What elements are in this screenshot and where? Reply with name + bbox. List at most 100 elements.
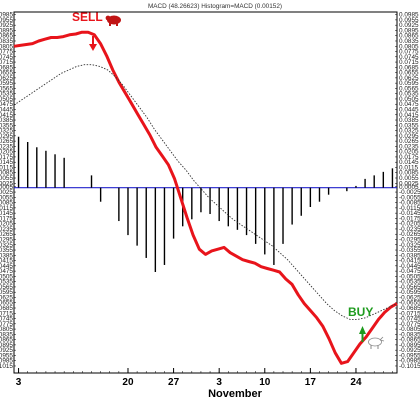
y-tick-label: -0.0205 [399, 221, 420, 228]
y-tick-label: 0.0955 [0, 17, 13, 24]
y-tick-label: 0.0865 [0, 33, 13, 40]
y-tick-label: -0.0985 [399, 358, 420, 365]
y-tick-label: -0.0805 [399, 326, 420, 333]
y-tick-label: 0.0005 [0, 184, 13, 191]
y-tick-label: -0.0025 [399, 189, 420, 196]
y-tick-label: -0.0835 [399, 331, 420, 338]
y-tick-label: -0.0505 [0, 273, 13, 280]
y-tick-label: -0.0985 [0, 358, 13, 365]
y-tick-label: 0.0625 [0, 75, 13, 82]
y-tick-label: -0.0625 [399, 294, 420, 301]
y-tick-label: -0.0295 [0, 236, 13, 243]
y-tick-label: -0.0595 [399, 289, 420, 296]
bull-icon [368, 336, 385, 349]
y-tick-label: -0.0355 [0, 247, 13, 254]
y-tick-label: -0.0745 [399, 316, 420, 323]
y-tick-label: -0.0235 [0, 226, 13, 233]
y-tick-label: -0.0655 [0, 300, 13, 307]
y-tick-label: 0.0835 [0, 38, 13, 45]
y-tick-label: 0.0385 [399, 117, 419, 124]
y-tick-label: -0.0445 [0, 263, 13, 270]
y-tick-label: 0.0475 [0, 101, 13, 108]
y-tick-label: 0.0805 [0, 43, 13, 50]
y-tick-label: -0.0085 [399, 200, 420, 207]
sell-arrow-icon [89, 36, 97, 51]
y-tick-label: -0.0385 [399, 252, 420, 259]
y-axis-right: 0.09850.09550.09250.08950.08650.08350.08… [395, 12, 420, 370]
y-tick-label: 0.0295 [399, 133, 419, 140]
y-tick-label: 0.0265 [0, 138, 13, 145]
y-tick-label: 0.0775 [0, 49, 13, 56]
y-tick-label: 0.0055 [399, 175, 419, 182]
x-tick-label: 10 [259, 377, 271, 388]
y-tick-label: 0.0025 [399, 180, 419, 187]
y-tick-label: -0.0685 [399, 305, 420, 312]
y-tick-label: 0.0415 [399, 112, 419, 119]
plot-area [13, 11, 398, 374]
y-tick-label: -0.0595 [0, 289, 13, 296]
y-tick-label: 0.0475 [399, 101, 419, 108]
y-tick-label: -0.0565 [399, 284, 420, 291]
buy-label: BUY [348, 305, 373, 319]
y-tick-label: 0.0565 [0, 85, 13, 92]
y-tick-label: -0.0325 [399, 242, 420, 249]
y-tick-label: 0.0235 [0, 143, 13, 150]
y-tick-label: 0.0415 [0, 112, 13, 119]
y-tick-label: 0.0355 [399, 122, 419, 129]
y-tick-label: -0.0895 [399, 342, 420, 349]
y-tick-label: -0.0235 [399, 226, 420, 233]
y-tick-label: 0.0085 [399, 170, 419, 177]
y-tick-label: 0.0205 [399, 149, 419, 156]
y-tick-label: 0.0595 [399, 80, 419, 87]
y-tick-label: -0.0145 [399, 210, 420, 217]
y-tick-label: -0.0745 [0, 316, 13, 323]
y-tick-label: 0.0205 [0, 149, 13, 156]
y-tick-label: -0.0805 [0, 326, 13, 333]
y-tick-label: 0.0535 [0, 91, 13, 98]
y-tick-label: 0.0445 [399, 106, 419, 113]
y-tick-label: -0.0175 [0, 215, 13, 222]
x-tick-label: 27 [168, 377, 180, 388]
y-tick-label: -0.0775 [399, 321, 420, 328]
y-tick-label: -0.0925 [399, 347, 420, 354]
y-tick-label: 0.0145 [399, 159, 419, 166]
y-tick-label: -0.0535 [399, 279, 420, 286]
y-tick-label: -0.0145 [0, 210, 13, 217]
y-tick-label: 0.0985 [399, 12, 419, 19]
y-tick-label: -0.0715 [399, 310, 420, 317]
y-tick-label: -0.0865 [0, 337, 13, 344]
y-tick-label: -0.0055 [0, 194, 13, 201]
y-axis-left: 0.09850.09550.09250.08950.08650.08350.08… [0, 12, 16, 370]
y-tick-label: 0.0055 [0, 175, 13, 182]
y-tick-label: -0.0955 [399, 352, 420, 359]
x-axis: 3 20 27 3 10 17 24 November [16, 368, 393, 400]
y-tick-label: -0.0355 [399, 247, 420, 254]
y-tick-label: -0.0265 [399, 231, 420, 238]
y-tick-label: -0.0565 [0, 284, 13, 291]
y-tick-label: -0.0865 [399, 337, 420, 344]
y-tick-label: -0.0085 [0, 200, 13, 207]
x-tick-label: 20 [122, 377, 134, 388]
y-tick-label: 0.0685 [399, 64, 419, 71]
y-tick-label: 0.0745 [399, 54, 419, 61]
y-tick-label: 0.0625 [399, 75, 419, 82]
y-tick-label: 0.0715 [0, 59, 13, 66]
y-tick-label: -0.0775 [0, 321, 13, 328]
y-tick-label: -0.0115 [0, 205, 13, 212]
x-tick-label: 3 [16, 377, 22, 388]
y-tick-label: 0.0655 [399, 70, 419, 77]
y-tick-label: -0.0295 [399, 236, 420, 243]
signal-line [13, 64, 398, 320]
y-tick-label: -0.0055 [399, 194, 420, 201]
y-tick-label: 0.0175 [399, 154, 419, 161]
y-tick-label: 0.0005 [399, 184, 419, 191]
series-lines [13, 30, 398, 365]
y-tick-label: 0.0595 [0, 80, 13, 87]
y-tick-label: 0.0535 [399, 91, 419, 98]
y-tick-label: 0.0985 [0, 12, 13, 19]
chart-title: MACD (48.26623) Histogram=MACD (0.00152) [148, 3, 282, 10]
y-tick-label: -0.0625 [0, 294, 13, 301]
y-tick-label: 0.0445 [0, 106, 13, 113]
y-tick-label: 0.0265 [399, 138, 419, 145]
y-tick-label: 0.0715 [399, 59, 419, 66]
